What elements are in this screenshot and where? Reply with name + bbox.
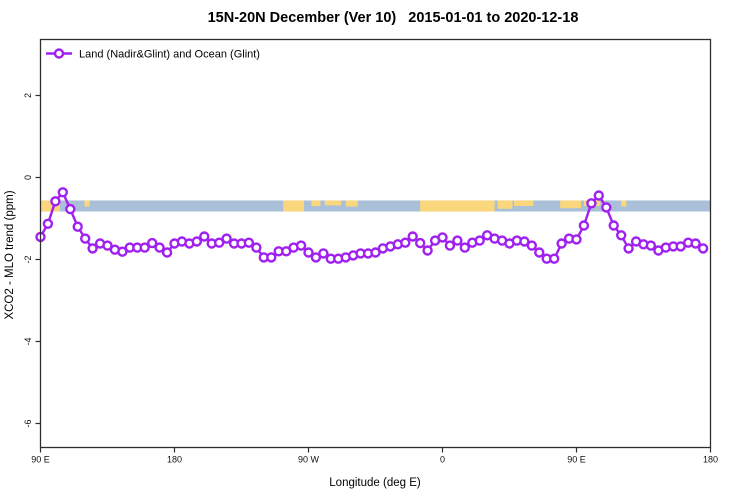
land-patch [311,200,321,206]
data-point [117,246,128,257]
legend-label: Land (Nadir&Glint) and Ocean (Glint) [79,49,260,61]
ocean-band [40,200,711,212]
chart-title: 15N-20N December (Ver 10) 2015-01-01 to … [208,10,579,26]
land-patch [84,200,90,207]
y-tick-label: -6 [23,419,33,427]
data-point [452,235,463,246]
data-point [146,237,158,249]
data-point [623,243,634,254]
data-point [697,243,709,254]
data-point [370,247,381,258]
data-point [556,238,567,249]
data-point [437,232,448,243]
data-point [645,240,657,251]
plot-frame [39,38,712,449]
data-point [57,187,68,198]
y-axis-ticks: 2 0 -2 -4 -6 [23,93,41,428]
x-tick-label: 90 E [31,455,50,465]
data-point [161,247,173,258]
data-point [303,247,314,258]
data-point [571,234,582,245]
data-point [422,245,433,256]
legend: Land (Nadir&Glint) and Ocean (Glint) [46,48,260,61]
data-point [221,233,232,244]
land-patch [324,200,342,206]
y-axis-title: XCO2 - MLO trend (ppm) [4,190,16,319]
data-point [251,242,262,253]
data-point [534,247,545,258]
x-tick-label: 90 E [567,455,586,465]
land-patch [283,200,305,212]
y-tick-label: -4 [23,337,33,345]
data-point [593,190,604,201]
land-patch [513,200,534,206]
y-tick-label: 2 [23,93,33,98]
data-point [50,196,61,207]
data-point [415,237,426,249]
x-tick-label: 0 [440,455,445,465]
data-point [608,220,619,231]
data-point [79,233,91,244]
land-patch [420,200,495,212]
data-point [102,240,113,251]
data-point [318,248,329,259]
data-point [42,218,54,230]
data-point [444,240,456,251]
land-patch [40,200,60,212]
data-point [310,252,322,263]
data-point [519,236,530,247]
x-tick-label: 90 W [298,455,320,465]
legend-circle-marker-icon [53,48,65,59]
data-point [139,242,150,253]
data-point [295,240,307,251]
data-point [243,237,255,248]
data-point [601,202,612,213]
land-patch [345,200,358,207]
data-series [35,187,709,264]
data-point [616,230,627,241]
data-point [526,240,537,251]
data-point [400,237,411,248]
data-point [87,243,98,254]
y-tick-label: 0 [23,175,33,180]
data-point [474,235,485,246]
x-tick-label: 180 [167,455,182,465]
y-tick-label: -2 [23,255,33,263]
data-point [586,198,597,209]
data-point [578,220,590,231]
data-point [266,252,277,263]
land-patch [560,200,581,209]
x-axis-title: Longitude (deg E) [329,477,421,489]
data-point [191,236,203,247]
land-patch [621,200,627,207]
data-point [459,242,470,253]
data-point [690,238,701,249]
land-patch [497,200,513,209]
x-tick-label: 180 [703,455,718,465]
data-point [407,231,418,242]
data-point [72,221,83,232]
data-point [213,237,225,248]
data-point [154,242,165,253]
data-point [549,253,560,264]
x-axis-ticks: 90 E 180 90 W 0 90 E 180 [31,447,718,465]
data-point [65,203,76,215]
data-point [199,231,210,242]
